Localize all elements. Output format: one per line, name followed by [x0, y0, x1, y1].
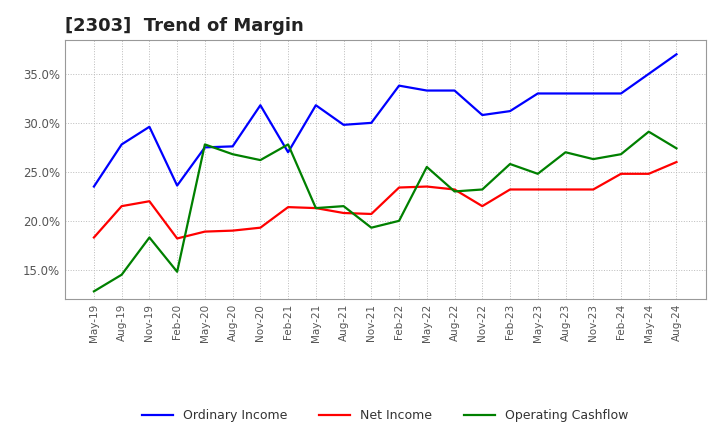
- Ordinary Income: [505, 109, 514, 114]
- Net Income: [478, 203, 487, 209]
- Operating Cashflow: [228, 151, 237, 157]
- Operating Cashflow: [534, 171, 542, 176]
- Net Income: [201, 229, 210, 234]
- Ordinary Income: [395, 83, 403, 88]
- Operating Cashflow: [450, 189, 459, 194]
- Ordinary Income: [339, 122, 348, 128]
- Ordinary Income: [589, 91, 598, 96]
- Operating Cashflow: [89, 289, 98, 294]
- Operating Cashflow: [173, 269, 181, 275]
- Ordinary Income: [284, 150, 292, 155]
- Operating Cashflow: [561, 150, 570, 155]
- Net Income: [505, 187, 514, 192]
- Net Income: [672, 159, 681, 165]
- Ordinary Income: [173, 183, 181, 188]
- Ordinary Income: [89, 184, 98, 189]
- Operating Cashflow: [117, 272, 126, 277]
- Operating Cashflow: [201, 142, 210, 147]
- Operating Cashflow: [256, 158, 265, 163]
- Operating Cashflow: [672, 146, 681, 151]
- Operating Cashflow: [339, 203, 348, 209]
- Ordinary Income: [145, 124, 154, 129]
- Operating Cashflow: [423, 164, 431, 169]
- Ordinary Income: [450, 88, 459, 93]
- Operating Cashflow: [367, 225, 376, 230]
- Net Income: [450, 187, 459, 192]
- Ordinary Income: [256, 103, 265, 108]
- Ordinary Income: [616, 91, 625, 96]
- Net Income: [145, 198, 154, 204]
- Ordinary Income: [534, 91, 542, 96]
- Net Income: [228, 228, 237, 233]
- Net Income: [534, 187, 542, 192]
- Net Income: [256, 225, 265, 230]
- Ordinary Income: [644, 71, 653, 77]
- Ordinary Income: [367, 120, 376, 125]
- Net Income: [395, 185, 403, 190]
- Net Income: [616, 171, 625, 176]
- Net Income: [561, 187, 570, 192]
- Operating Cashflow: [284, 142, 292, 147]
- Ordinary Income: [423, 88, 431, 93]
- Net Income: [284, 205, 292, 210]
- Net Income: [423, 184, 431, 189]
- Operating Cashflow: [145, 235, 154, 240]
- Net Income: [589, 187, 598, 192]
- Ordinary Income: [228, 144, 237, 149]
- Operating Cashflow: [589, 157, 598, 162]
- Net Income: [312, 205, 320, 211]
- Line: Ordinary Income: Ordinary Income: [94, 54, 677, 187]
- Ordinary Income: [117, 142, 126, 147]
- Operating Cashflow: [644, 129, 653, 134]
- Operating Cashflow: [616, 151, 625, 157]
- Net Income: [117, 203, 126, 209]
- Net Income: [173, 236, 181, 241]
- Ordinary Income: [561, 91, 570, 96]
- Operating Cashflow: [505, 161, 514, 167]
- Operating Cashflow: [395, 218, 403, 224]
- Line: Operating Cashflow: Operating Cashflow: [94, 132, 677, 291]
- Text: [2303]  Trend of Margin: [2303] Trend of Margin: [65, 17, 304, 35]
- Line: Net Income: Net Income: [94, 162, 677, 238]
- Net Income: [644, 171, 653, 176]
- Net Income: [89, 235, 98, 240]
- Ordinary Income: [478, 112, 487, 117]
- Net Income: [367, 211, 376, 216]
- Ordinary Income: [672, 51, 681, 57]
- Ordinary Income: [312, 103, 320, 108]
- Operating Cashflow: [478, 187, 487, 192]
- Legend: Ordinary Income, Net Income, Operating Cashflow: Ordinary Income, Net Income, Operating C…: [138, 404, 633, 427]
- Net Income: [339, 210, 348, 216]
- Operating Cashflow: [312, 205, 320, 211]
- Ordinary Income: [201, 145, 210, 150]
